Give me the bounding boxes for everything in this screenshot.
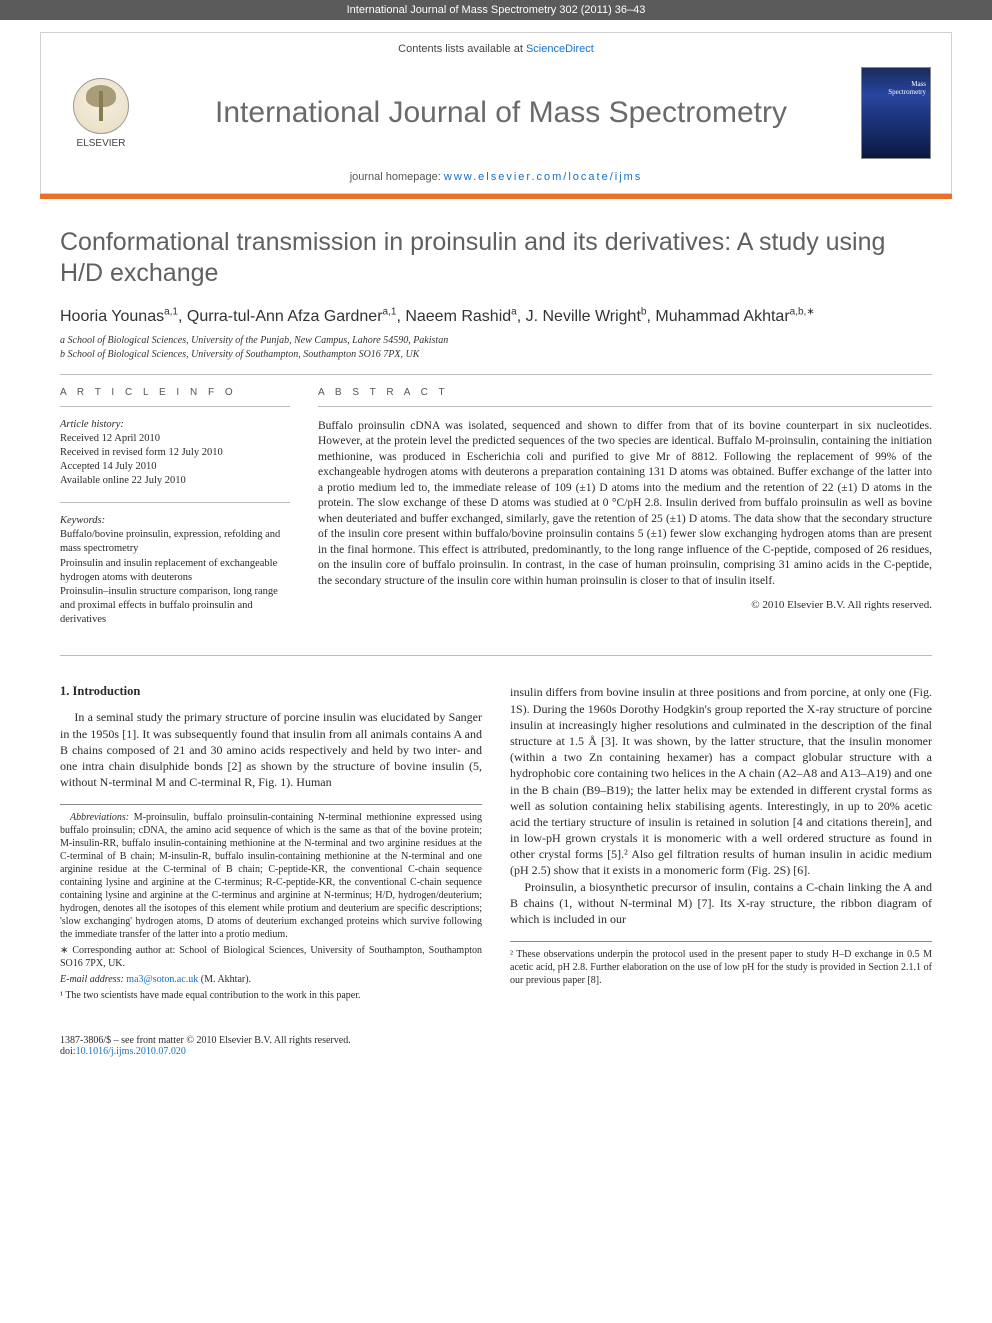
homepage-link[interactable]: www.elsevier.com/locate/ijms <box>444 171 642 183</box>
copyright: © 2010 Elsevier B.V. All rights reserved… <box>318 599 932 611</box>
author-list: Hooria Younasa,1, Qurra-tul-Ann Afza Gar… <box>60 308 932 326</box>
footnote-1: ¹ The two scientists have made equal con… <box>60 989 482 1002</box>
sciencedirect-link[interactable]: ScienceDirect <box>526 43 594 55</box>
rule-abs <box>318 406 932 407</box>
abstract: A B S T R A C T Buffalo proinsulin cDNA … <box>318 387 932 642</box>
keywords-text: Buffalo/bovine proinsulin, expression, r… <box>60 528 290 627</box>
footnote-2: ² These observations underpin the protoc… <box>510 948 932 987</box>
rule-info <box>60 406 290 407</box>
column-right: insulin differs from bovine insulin at t… <box>510 684 932 1005</box>
email-line: E-mail address: ma3@soton.ac.uk (M. Akht… <box>60 973 482 986</box>
bottom-left: 1387-3806/$ – see front matter © 2010 El… <box>60 1035 351 1057</box>
intro-heading: 1. Introduction <box>60 684 482 699</box>
journal-homepage-line: journal homepage: www.elsevier.com/locat… <box>41 171 951 193</box>
footnotes-left: Abbreviations: M-proinsulin, buffalo pro… <box>60 804 482 1002</box>
front-matter: 1387-3806/$ – see front matter © 2010 El… <box>60 1035 351 1046</box>
affiliation-a: a School of Biological Sciences, Univers… <box>60 334 932 348</box>
article-info: A R T I C L E I N F O Article history: R… <box>60 387 290 642</box>
history-lines: Received 12 April 2010 Received in revis… <box>60 432 290 489</box>
rule-kw <box>60 502 290 503</box>
abbrev-text: M-proinsulin, buffalo proinsulin-contain… <box>60 812 482 940</box>
rule-top <box>60 374 932 375</box>
keywords-title: Keywords: <box>60 515 290 526</box>
journal-name: International Journal of Mass Spectromet… <box>141 96 861 130</box>
doi-link[interactable]: 10.1016/j.ijms.2010.07.020 <box>76 1046 186 1057</box>
abstract-label: A B S T R A C T <box>318 387 932 398</box>
email-tail: (M. Akhtar). <box>198 974 251 985</box>
col2-para-1: insulin differs from bovine insulin at t… <box>510 684 932 878</box>
email-label: E-mail address: <box>60 974 124 985</box>
info-label: A R T I C L E I N F O <box>60 387 290 398</box>
elsevier-logo: ELSEVIER <box>61 78 141 149</box>
running-header: International Journal of Mass Spectromet… <box>0 0 992 20</box>
contents-pre: Contents lists available at <box>398 43 526 55</box>
elsevier-tree-icon <box>73 78 129 134</box>
article-content: Conformational transmission in proinsuli… <box>0 199 992 1025</box>
corresponding-author: ∗ Corresponding author at: School of Bio… <box>60 944 482 970</box>
column-left: 1. Introduction In a seminal study the p… <box>60 684 482 1005</box>
abbreviations: Abbreviations: M-proinsulin, buffalo pro… <box>60 811 482 941</box>
article-title: Conformational transmission in proinsuli… <box>60 227 932 290</box>
doi-label: doi: <box>60 1046 76 1057</box>
abstract-text: Buffalo proinsulin cDNA was isolated, se… <box>318 419 932 590</box>
email-link[interactable]: ma3@soton.ac.uk <box>126 974 198 985</box>
history-title: Article history: <box>60 419 290 430</box>
rule-bottom <box>60 655 932 656</box>
abbrev-label: Abbreviations: <box>70 812 129 823</box>
contents-line: Contents lists available at ScienceDirec… <box>41 33 951 61</box>
masthead: Contents lists available at ScienceDirec… <box>40 32 952 194</box>
col2-para-2: Proinsulin, a biosynthetic precursor of … <box>510 879 932 928</box>
body-columns: 1. Introduction In a seminal study the p… <box>60 684 932 1005</box>
journal-cover-thumb <box>861 67 931 159</box>
intro-para-1: In a seminal study the primary structure… <box>60 709 482 790</box>
affiliation-b: b School of Biological Sciences, Univers… <box>60 348 932 362</box>
footnotes-right: ² These observations underpin the protoc… <box>510 941 932 987</box>
bottom-bar: 1387-3806/$ – see front matter © 2010 El… <box>0 1025 992 1075</box>
elsevier-label: ELSEVIER <box>77 138 126 149</box>
affiliations: a School of Biological Sciences, Univers… <box>60 334 932 362</box>
homepage-pre: journal homepage: <box>350 171 444 183</box>
